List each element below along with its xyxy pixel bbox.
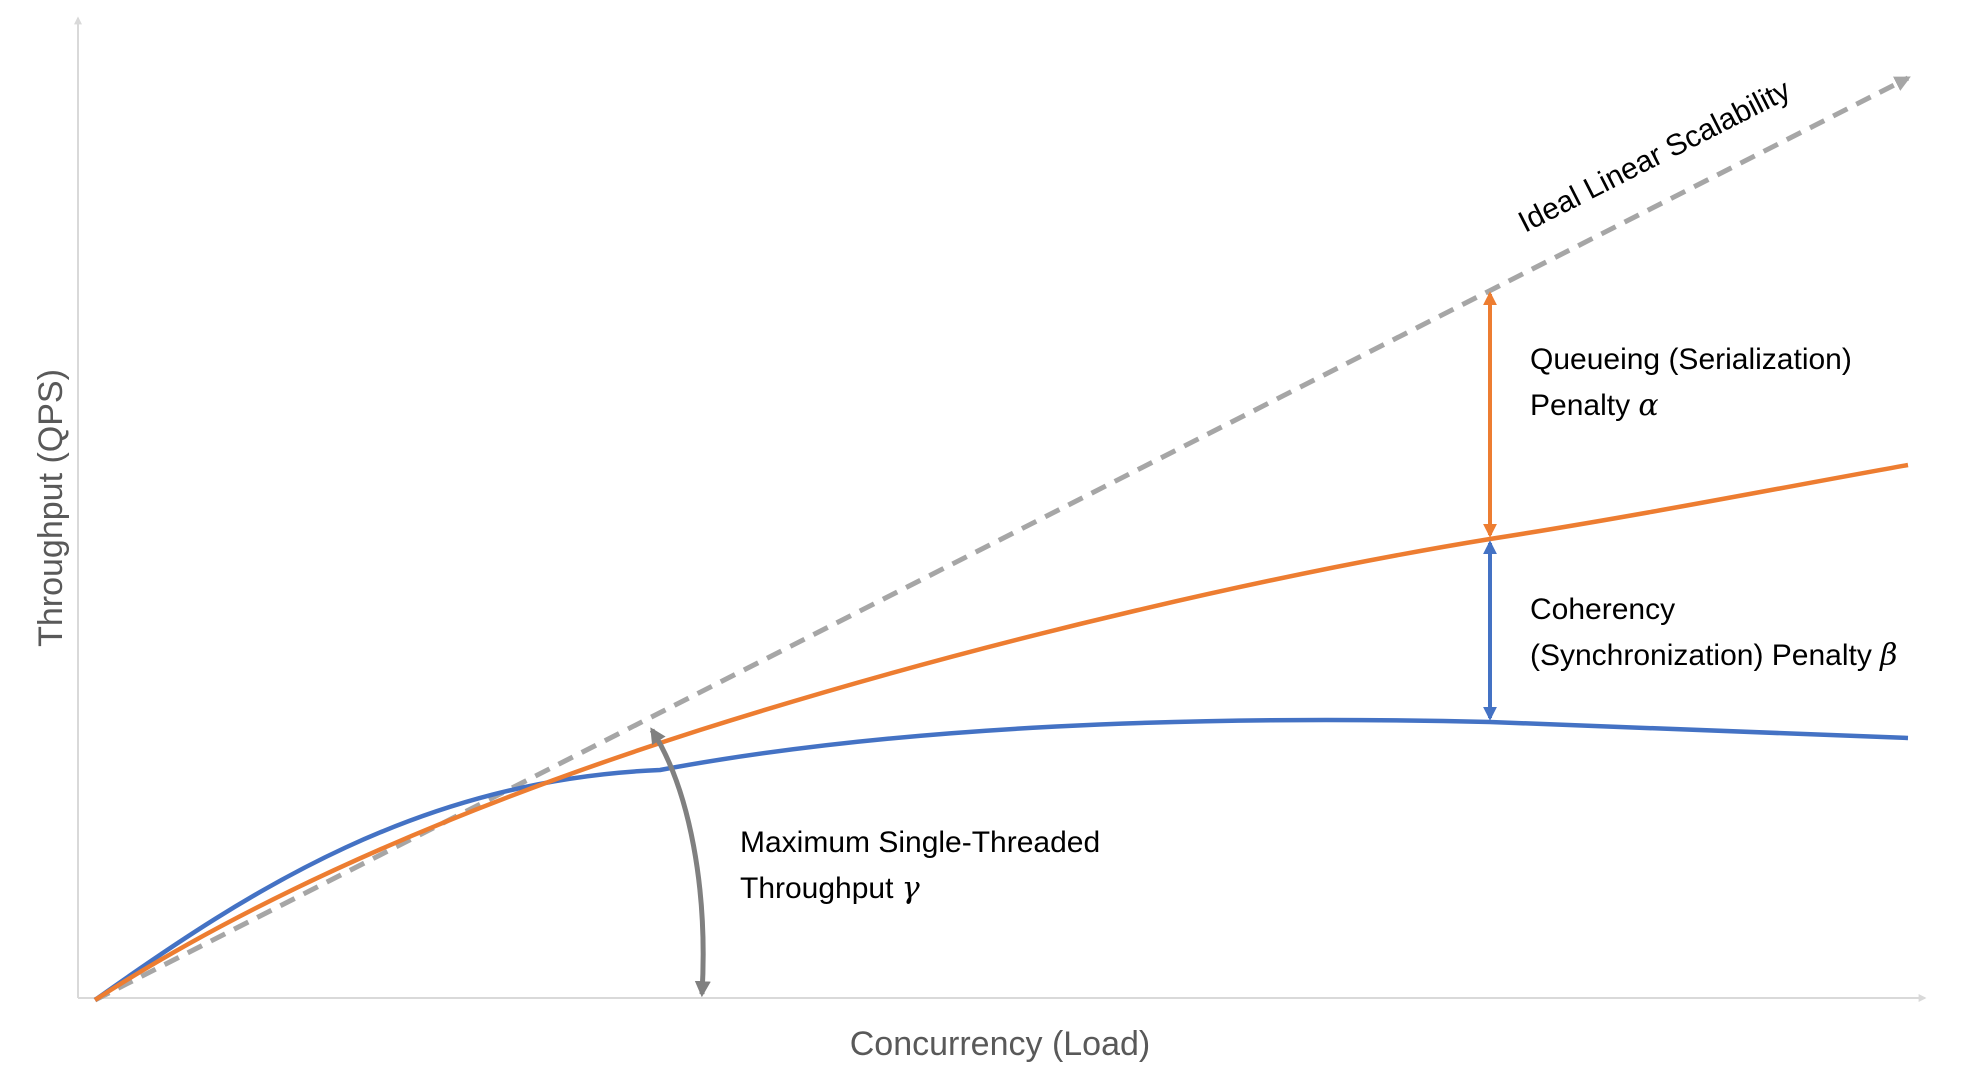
ideal-linear-line [93, 75, 1911, 1003]
single-threaded-annotation-line2: Throughput γ [740, 871, 920, 906]
single-threaded-angle-arrow [649, 727, 711, 998]
queueing-annotation-line1: Queueing (Serialization) [1530, 343, 1852, 376]
queueing-curve [93, 462, 1909, 1002]
queueing-annotation-line2: Penalty α [1530, 388, 1659, 423]
coherency-curve [93, 717, 1909, 1002]
y-axis-title: Throughput (QPS) [32, 369, 70, 647]
coherency-annotation-line2: (Synchronization) Penalty β [1530, 638, 1898, 673]
x-axis-title: Concurrency (Load) [850, 1025, 1150, 1063]
coherency-annotation-line1: Coherency [1530, 593, 1675, 626]
single-threaded-annotation-line1: Maximum Single-Threaded [740, 826, 1100, 859]
